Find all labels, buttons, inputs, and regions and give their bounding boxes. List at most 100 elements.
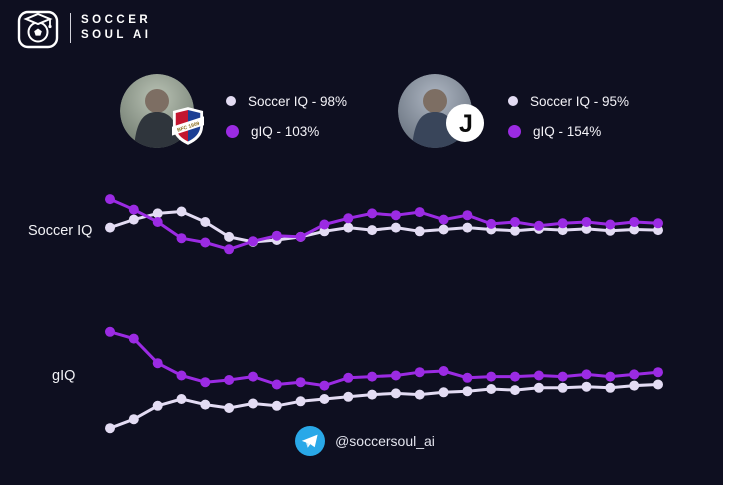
chart-point [152, 208, 163, 219]
logo-divider [70, 13, 71, 43]
chart-point [295, 396, 306, 407]
legend-juventus: Soccer IQ - 95% gIQ - 154% [508, 90, 629, 142]
chart-point [200, 237, 211, 248]
chart-point [152, 217, 163, 227]
chart-point [128, 204, 139, 215]
chart-point [367, 371, 378, 382]
soccer-iq-sparkline-chart [105, 194, 663, 255]
logo-line-2: SOUL AI [81, 29, 152, 41]
chart-point [176, 394, 187, 404]
chart-point [414, 226, 425, 237]
chart-point [557, 218, 568, 229]
chart-point [390, 222, 401, 233]
telegram-handle[interactable]: @soccersoul_ai [335, 433, 435, 449]
legend-bologna: Soccer IQ - 98% gIQ - 103% [226, 90, 347, 142]
chart-point [367, 208, 378, 219]
chart-point [295, 377, 306, 388]
chart-point [462, 386, 473, 397]
chart-point [629, 217, 640, 227]
chart-point [224, 244, 235, 255]
chart-point [462, 210, 473, 221]
legend-row-giq: gIQ - 154% [508, 120, 629, 142]
soccer-iq-dot [226, 96, 236, 106]
chart-point [200, 217, 211, 227]
chart-point [462, 372, 473, 383]
chart-point [152, 358, 163, 369]
chart-point [271, 379, 282, 390]
soccer-grad-cap-icon [17, 10, 59, 49]
chart-point [105, 326, 115, 337]
chart-point [105, 423, 115, 434]
chart-point [128, 333, 139, 344]
chart-point [152, 400, 163, 411]
chart-point [390, 370, 401, 381]
chart-point [653, 379, 663, 390]
chart-point [653, 218, 663, 229]
chart-point [295, 231, 306, 242]
telegram-icon[interactable] [295, 426, 326, 456]
chart-line-series-purple [109, 197, 659, 251]
chart-point [629, 380, 640, 391]
chart-line-series-purple [109, 330, 659, 388]
soccer-iq-dot [508, 96, 518, 106]
chart-point [367, 389, 378, 400]
chart-point [581, 217, 592, 227]
chart-point [271, 230, 282, 241]
chart-point [510, 225, 520, 236]
soccer-iq-chart-label: Soccer IQ [28, 223, 93, 239]
chart-point [414, 389, 425, 400]
chart-point [533, 220, 544, 231]
chart-point [390, 210, 401, 221]
logo-wordmark: SOCCER SOUL AI [81, 14, 152, 42]
chart-point [653, 367, 663, 378]
chart-point [557, 382, 568, 393]
chart-point [629, 224, 640, 235]
giq-value: gIQ - 154% [533, 123, 602, 139]
chart-point [128, 214, 139, 225]
chart-line-series-light [109, 210, 659, 244]
chart-point [343, 391, 354, 402]
juventus-logo-icon: J [446, 104, 484, 147]
chart-point [414, 207, 425, 218]
chart-point [200, 399, 211, 410]
chart-point [319, 219, 330, 230]
chart-point [510, 385, 520, 396]
chart-point [605, 371, 616, 382]
chart-point [128, 414, 139, 425]
chart-point [224, 231, 235, 242]
chart-point [343, 213, 354, 224]
chart-point [176, 370, 187, 381]
legend-row-soccer-iq: Soccer IQ - 98% [226, 90, 347, 112]
chart-point [510, 371, 520, 382]
soccer-iq-value: Soccer IQ - 95% [530, 93, 630, 109]
chart-point [271, 400, 282, 411]
brand-logo: SOCCER SOUL AI [16, 6, 152, 50]
juventus-j-glyph: J [459, 110, 473, 138]
chart-point [462, 222, 473, 233]
chart-point [629, 369, 640, 380]
giq-value: gIQ - 103% [251, 123, 320, 139]
chart-point [343, 222, 354, 233]
chart-point [343, 372, 354, 383]
chart-line-series-light [109, 383, 659, 430]
chart-point [105, 222, 115, 233]
chart-point [581, 381, 592, 392]
chart-point [533, 382, 544, 393]
chart-point [414, 367, 425, 378]
chart-point [367, 225, 378, 236]
chart-point [224, 375, 235, 385]
chart-point [176, 206, 187, 217]
chart-point [390, 388, 401, 399]
chart-point [438, 214, 449, 225]
chart-point [605, 382, 616, 393]
chart-point [248, 236, 258, 247]
chart-point [486, 371, 497, 382]
chart-point [224, 403, 235, 413]
chart-point [486, 218, 497, 229]
giq-chart-label: gIQ [52, 368, 76, 384]
legend-row-giq: gIQ - 103% [226, 120, 347, 142]
chart-point [438, 224, 449, 235]
telegram-link[interactable]: @soccersoul_ai [0, 426, 730, 456]
chart-point [581, 369, 592, 380]
